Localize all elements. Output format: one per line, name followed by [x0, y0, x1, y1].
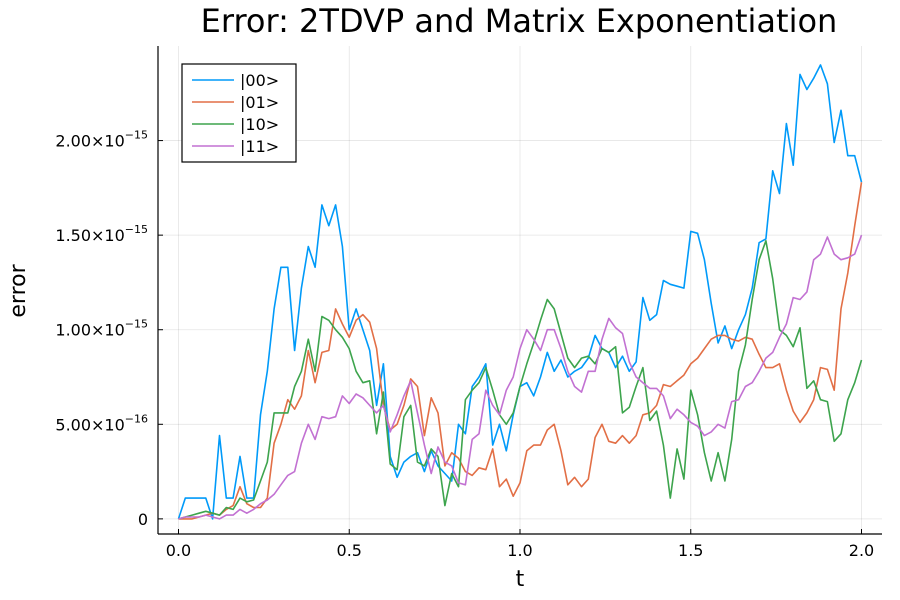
series-line-1	[178, 182, 863, 520]
series-line-2	[178, 240, 863, 520]
x-tick-label: 0.5	[337, 541, 362, 560]
series-group	[177, 64, 863, 520]
x-tick-label: 1.5	[678, 541, 703, 560]
y-tick-exponent: −15	[125, 318, 148, 331]
legend: |00> |01> |10> |11>	[181, 63, 297, 163]
grid	[158, 46, 882, 534]
y-tick-mantissa: 5.00×10	[55, 415, 124, 434]
ticks: 0.0 0.5 1.0 1.5 2.005.00×10−161.00×10−151.50…	[55, 129, 874, 560]
y-axis-title: error	[6, 263, 31, 317]
legend-label-1: |01>	[240, 93, 279, 112]
y-tick-label: 5.00×10−16	[55, 412, 148, 434]
y-tick-mantissa: 1.00×10	[55, 321, 124, 340]
y-tick-mantissa: 0	[138, 510, 148, 529]
x-tick-label: 1.0	[507, 541, 532, 560]
y-tick-mantissa: 2.00×10	[55, 132, 124, 151]
x-tick-label: 2.0	[849, 541, 874, 560]
legend-label-0: |00>	[240, 71, 279, 90]
y-tick-label: 2.00×10−15	[55, 129, 148, 151]
y-tick-label: 0	[138, 510, 148, 529]
y-tick-exponent: −15	[125, 129, 148, 142]
y-tick-label: 1.00×10−15	[55, 318, 148, 340]
y-tick-exponent: −16	[125, 412, 148, 425]
legend-label-3: |11>	[240, 137, 279, 156]
x-tick-label: 0.0	[166, 541, 191, 560]
legend-label-2: |10>	[240, 115, 279, 134]
chart-title: Error: 2TDVP and Matrix Exponentiation	[201, 2, 838, 40]
x-axis-title: t	[516, 567, 525, 592]
y-tick-label: 1.50×10−15	[55, 223, 148, 245]
series-line-3	[178, 234, 863, 520]
y-tick-mantissa: 1.50×10	[55, 226, 124, 245]
y-tick-exponent: −15	[125, 223, 148, 236]
